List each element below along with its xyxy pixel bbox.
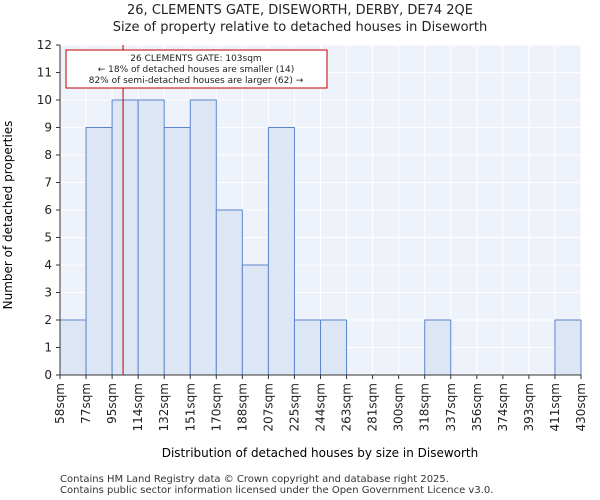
- x-tick-label: 337sqm: [444, 383, 458, 431]
- chart-subtitle: Size of property relative to detached ho…: [112, 20, 488, 35]
- y-tick-label: 6: [44, 203, 52, 217]
- y-tick-label: 0: [44, 368, 52, 382]
- y-tick-label: 12: [37, 38, 52, 52]
- x-tick-label: 77sqm: [79, 383, 93, 424]
- bar-188sqm: [241, 264, 269, 376]
- x-tick-label: 356sqm: [470, 383, 484, 431]
- x-axis-ticks: 58sqm 77sqm 95sqm 114sqm 132sqm 151sqm 170sqm 1…: [53, 374, 588, 431]
- y-tick-label: 8: [44, 148, 52, 162]
- bar-318sqm: [424, 319, 452, 376]
- x-tick-label: 207sqm: [261, 383, 275, 431]
- x-tick-label: 225sqm: [287, 383, 301, 431]
- x-tick-label: 393sqm: [522, 383, 536, 431]
- bar-132sqm: [163, 127, 191, 376]
- annotation-line: 82% of semi-detached houses are larger (…: [89, 76, 304, 86]
- x-tick-label: 300sqm: [392, 383, 406, 431]
- bar-411sqm: [554, 319, 582, 376]
- x-tick-label: 281sqm: [366, 383, 380, 431]
- bar-225sqm: [293, 319, 322, 376]
- x-tick-label: 114sqm: [131, 383, 145, 431]
- bar-114sqm: [137, 99, 165, 376]
- bar-151sqm: [189, 99, 217, 376]
- x-tick-label: 132sqm: [157, 383, 171, 431]
- annotation-box: 26 CLEMENTS GATE: 103sqm← 18% of detache…: [65, 49, 328, 89]
- footer-licence: Contains public sector information licen…: [60, 485, 494, 496]
- x-axis-label: Distribution of detached houses by size …: [162, 446, 479, 460]
- y-tick-label: 5: [44, 231, 52, 245]
- y-axis-label: Number of detached properties: [1, 121, 15, 310]
- x-tick-label: 318sqm: [418, 383, 432, 431]
- x-tick-label: 95sqm: [105, 383, 119, 424]
- x-tick-label: 411sqm: [548, 383, 562, 431]
- x-tick-label: 244sqm: [314, 383, 328, 431]
- x-tick-label: 374sqm: [496, 383, 510, 431]
- annotation-line: ← 18% of detached houses are smaller (14…: [98, 65, 295, 75]
- y-tick-label: 7: [44, 176, 52, 190]
- x-tick-label: 430sqm: [574, 383, 588, 431]
- bar-58sqm: [59, 319, 87, 376]
- x-tick-label: 58sqm: [53, 383, 67, 424]
- x-tick-label: 151sqm: [183, 383, 197, 431]
- bar-95sqm: [111, 99, 139, 376]
- footer-copyright: Contains HM Land Registry data © Crown c…: [60, 474, 449, 485]
- y-tick-label: 9: [44, 121, 52, 135]
- bar-207sqm: [267, 127, 295, 376]
- annotation-frame: [65, 49, 328, 89]
- bars: [59, 99, 582, 376]
- y-tick-label: 4: [44, 258, 52, 272]
- y-tick-label: 11: [37, 66, 52, 80]
- x-tick-label: 170sqm: [209, 383, 223, 431]
- bar-244sqm: [320, 319, 348, 376]
- annotation-line: 26 CLEMENTS GATE: 103sqm: [130, 54, 261, 64]
- bar-170sqm: [215, 209, 243, 376]
- bar-77sqm: [85, 127, 113, 376]
- y-tick-label: 2: [44, 313, 52, 327]
- x-tick-label: 263sqm: [340, 383, 354, 431]
- chart-title: 26, CLEMENTS GATE, DISEWORTH, DERBY, DE7…: [127, 3, 473, 18]
- x-tick-label: 188sqm: [235, 383, 249, 431]
- y-tick-label: 10: [37, 93, 52, 107]
- y-tick-label: 1: [44, 341, 52, 355]
- y-tick-label: 3: [44, 286, 52, 300]
